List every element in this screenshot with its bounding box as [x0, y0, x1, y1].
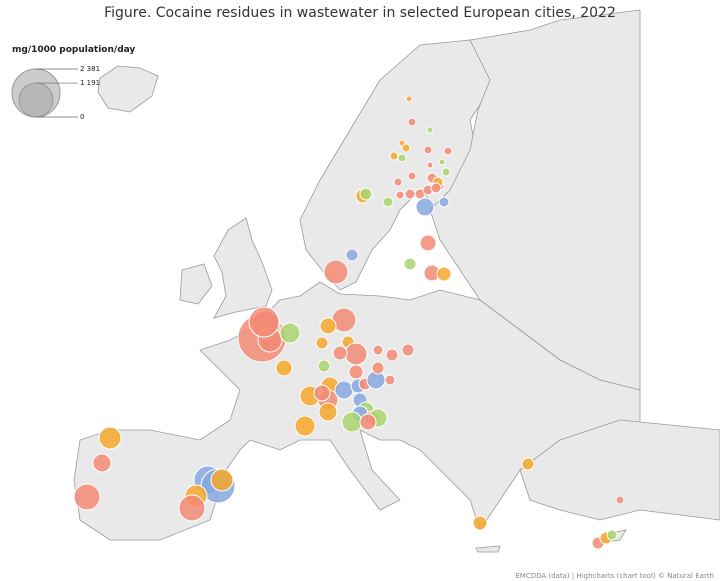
bubble	[344, 342, 368, 366]
bubble	[341, 411, 363, 433]
bubble	[318, 402, 338, 422]
bubble	[404, 188, 416, 200]
bubble	[443, 146, 453, 156]
legend-label: 1 191	[80, 79, 100, 87]
bubble	[426, 126, 434, 134]
bubble	[436, 266, 452, 282]
bubble	[178, 494, 206, 522]
bubble	[359, 413, 377, 431]
bubble	[384, 374, 396, 386]
crete	[475, 545, 501, 553]
legend-label: 0	[80, 113, 84, 121]
bubble	[441, 167, 451, 177]
bubble	[294, 415, 316, 437]
bubble	[401, 143, 411, 153]
bubble	[407, 117, 417, 127]
bubble	[345, 248, 359, 262]
bubble	[415, 197, 435, 217]
bubble	[248, 306, 280, 338]
legend-title: mg/1000 population/day	[12, 45, 135, 55]
bubble	[313, 384, 331, 402]
legend-bubble	[18, 82, 54, 118]
bubble	[426, 161, 434, 169]
bubble	[430, 182, 442, 194]
bubble	[405, 95, 413, 103]
bubble	[438, 158, 446, 166]
bubble	[279, 322, 301, 344]
credits: EMCDDA (data) | Highcharts (chart tool) …	[515, 572, 714, 580]
bubble	[210, 468, 234, 492]
ireland	[179, 263, 213, 305]
bubbles	[73, 95, 625, 550]
bubble	[393, 177, 403, 187]
bubble	[397, 153, 407, 163]
land	[73, 9, 720, 553]
bubble	[371, 361, 385, 375]
uk	[213, 217, 273, 319]
bubble	[472, 515, 488, 531]
bubble	[73, 483, 101, 511]
bubble	[423, 145, 433, 155]
bubble	[438, 196, 450, 208]
bubble	[319, 317, 337, 335]
chart-title: Figure. Cocaine residues in wastewater i…	[104, 5, 616, 21]
bubble	[275, 359, 293, 377]
bubble	[606, 529, 618, 541]
bubble	[389, 151, 399, 161]
bubble	[385, 348, 399, 362]
bubble	[521, 457, 535, 471]
bubble	[348, 364, 364, 380]
bubble	[382, 196, 394, 208]
bubble	[317, 359, 331, 373]
bubble	[372, 344, 384, 356]
bubble	[401, 343, 415, 357]
bubble	[92, 453, 112, 473]
bubble	[332, 345, 348, 361]
bubble	[403, 257, 417, 271]
bubble	[334, 380, 354, 400]
bubble	[615, 495, 625, 505]
bubble	[407, 171, 417, 181]
bubble	[359, 187, 373, 201]
turkey	[519, 419, 720, 521]
bubble	[315, 336, 329, 350]
iceland	[97, 65, 159, 113]
bubble	[323, 259, 349, 285]
bubble	[98, 426, 122, 450]
legend-label: 2 381	[80, 65, 100, 73]
bubble	[419, 234, 437, 252]
bubble	[395, 190, 405, 200]
